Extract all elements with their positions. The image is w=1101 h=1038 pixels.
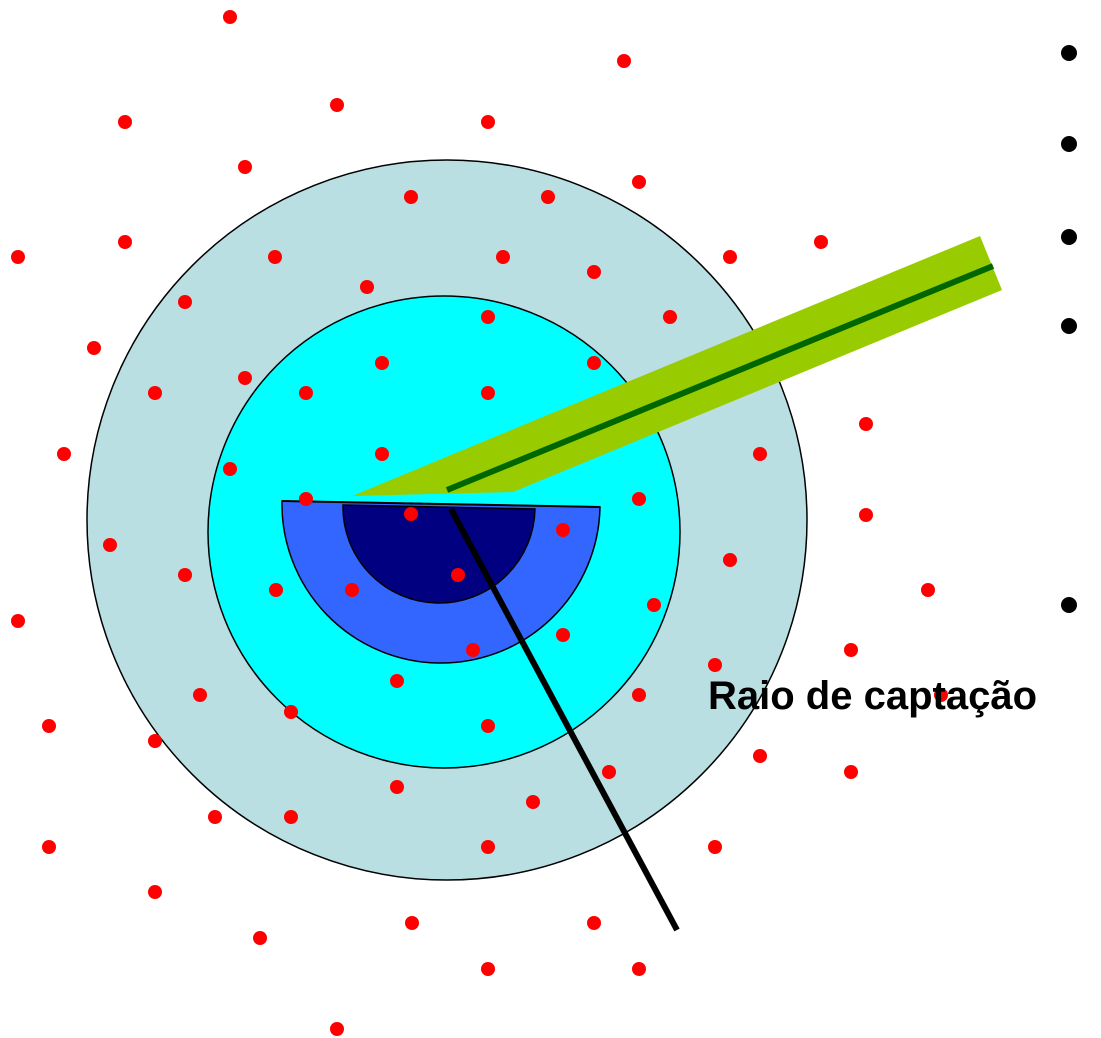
neuron-dot xyxy=(541,190,555,204)
neuron-dot xyxy=(844,643,858,657)
capture-radius-line xyxy=(448,507,680,932)
bullet-marker xyxy=(1061,45,1077,61)
neuron-dot xyxy=(526,795,540,809)
bullet-list-markers xyxy=(1061,45,1077,613)
neuron-dot xyxy=(375,447,389,461)
neuron-dot xyxy=(481,115,495,129)
neuron-dot xyxy=(814,235,828,249)
electrode-shaft xyxy=(352,236,1002,496)
neuron-dot xyxy=(587,356,601,370)
neuron-dot xyxy=(345,583,359,597)
neuron-dot xyxy=(481,962,495,976)
neuron-dot xyxy=(723,250,737,264)
neuron-dot xyxy=(118,115,132,129)
neuron-dot xyxy=(587,916,601,930)
neuron-dot xyxy=(238,371,252,385)
neuron-dot xyxy=(148,386,162,400)
neuron-dot xyxy=(647,598,661,612)
neuron-dot xyxy=(268,250,282,264)
neuron-dot xyxy=(587,265,601,279)
neuron-dot xyxy=(223,10,237,24)
neuron-dot xyxy=(178,568,192,582)
neuron-dot xyxy=(208,810,222,824)
neuron-dot xyxy=(330,1022,344,1036)
neuron-dot xyxy=(844,765,858,779)
neuron-dot xyxy=(404,190,418,204)
neuron-dot xyxy=(556,523,570,537)
neuron-dot xyxy=(87,341,101,355)
neuron-dot xyxy=(556,628,570,642)
neuron-dot xyxy=(11,614,25,628)
neuron-dot xyxy=(178,295,192,309)
neuron-dot xyxy=(405,916,419,930)
neuron-dot xyxy=(269,583,283,597)
neuron-dot xyxy=(753,749,767,763)
neuron-dot xyxy=(859,417,873,431)
neuron-dot xyxy=(253,931,267,945)
neuron-dot xyxy=(481,310,495,324)
neuron-dot xyxy=(617,54,631,68)
neuron-dot xyxy=(148,734,162,748)
neuron-dot xyxy=(708,658,722,672)
neuron-dot xyxy=(330,98,344,112)
neuron-dot xyxy=(632,688,646,702)
neuron-dot xyxy=(299,386,313,400)
neuron-dot xyxy=(481,386,495,400)
neuron-dot xyxy=(632,492,646,506)
neuron-dot xyxy=(284,810,298,824)
neuron-dot xyxy=(103,538,117,552)
neuron-dot xyxy=(360,280,374,294)
neuron-dot xyxy=(223,462,237,476)
neuron-dot xyxy=(663,310,677,324)
neuron-dot xyxy=(375,356,389,370)
neuron-dot xyxy=(602,765,616,779)
neuron-dot xyxy=(496,250,510,264)
neuron-dot xyxy=(193,688,207,702)
neuron-dot xyxy=(632,962,646,976)
neuron-dots xyxy=(11,10,948,1036)
electrode-core-line xyxy=(445,263,995,493)
neuron-dot xyxy=(11,250,25,264)
neuron-dot xyxy=(404,507,418,521)
capture-radius-caption: Raio de captação xyxy=(708,674,1038,718)
bullet-marker xyxy=(1061,597,1077,613)
neuron-dot xyxy=(466,643,480,657)
bullet-marker xyxy=(1061,229,1077,245)
neuron-dot xyxy=(451,568,465,582)
neuron-dot xyxy=(753,447,767,461)
neuron-dot xyxy=(390,780,404,794)
neuron-dot xyxy=(934,688,948,702)
neuron-dot xyxy=(481,719,495,733)
neuron-dot xyxy=(118,235,132,249)
neuron-dot xyxy=(390,674,404,688)
neuron-dot xyxy=(284,705,298,719)
neuron-dot xyxy=(481,840,495,854)
neuron-dot xyxy=(42,719,56,733)
neuron-dot xyxy=(148,885,162,899)
neuron-dot xyxy=(723,553,737,567)
bullet-marker xyxy=(1061,136,1077,152)
neuron-dot xyxy=(921,583,935,597)
neuron-dot xyxy=(859,508,873,522)
neuron-dot xyxy=(42,840,56,854)
neuron-dot xyxy=(57,447,71,461)
neuron-dot xyxy=(632,175,646,189)
neuron-dot xyxy=(708,840,722,854)
electrode-tip-edge xyxy=(281,500,601,508)
neuron-dot xyxy=(238,160,252,174)
bullet-marker xyxy=(1061,318,1077,334)
neuron-dot xyxy=(299,492,313,506)
